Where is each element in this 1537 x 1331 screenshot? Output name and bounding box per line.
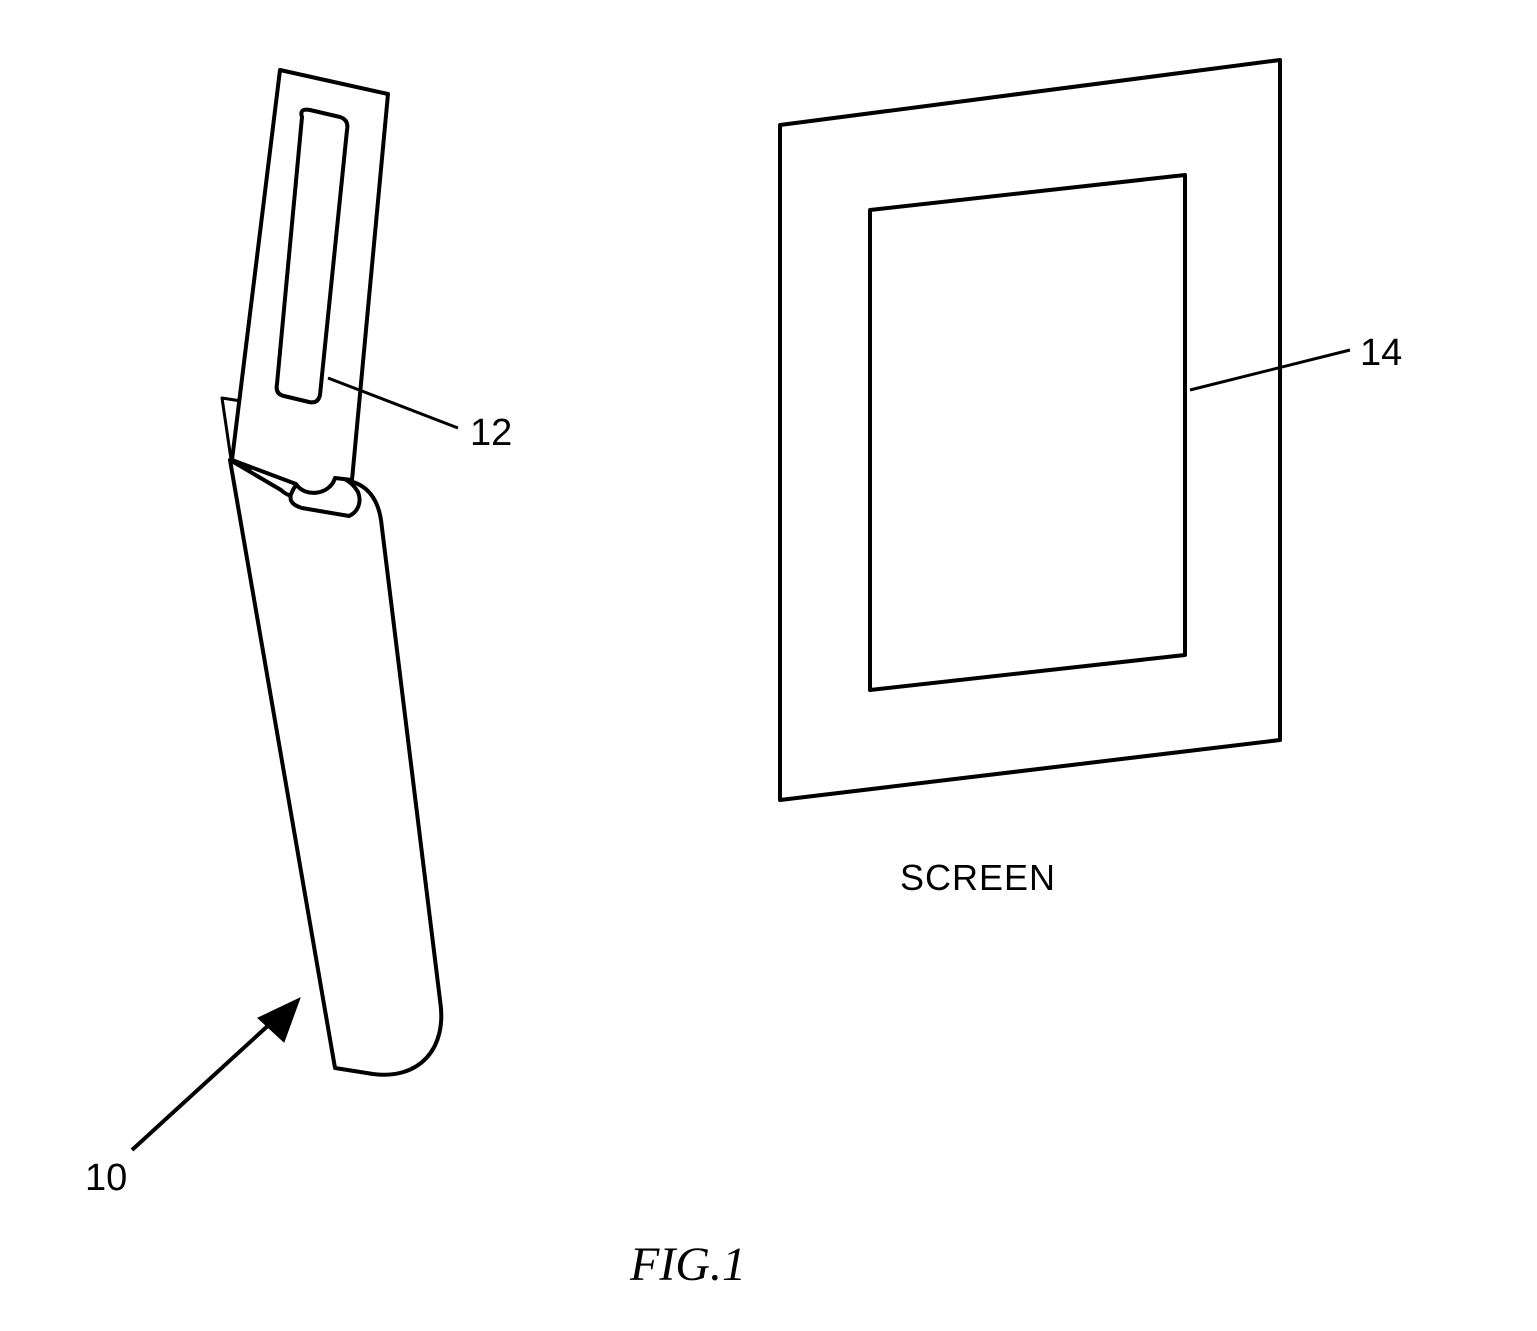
figure-title: FIG.1 bbox=[629, 1238, 746, 1291]
phone-ref-arrow-shaft bbox=[132, 1022, 272, 1150]
phone-body bbox=[230, 460, 441, 1075]
screen-leader-line bbox=[1190, 350, 1350, 390]
screen-label: SCREEN bbox=[900, 857, 1056, 898]
phone-group: 12 10 bbox=[85, 70, 512, 1199]
phone-flip-top bbox=[232, 70, 388, 493]
phone-ref-arrow-head bbox=[258, 998, 300, 1042]
phone-display-ref-number: 12 bbox=[470, 412, 512, 454]
screen-outer-frame bbox=[780, 60, 1280, 800]
screen-group: 14 SCREEN bbox=[780, 60, 1402, 898]
phone-ref-number: 10 bbox=[85, 1157, 127, 1199]
screen-inner-area bbox=[870, 175, 1185, 690]
screen-ref-number: 14 bbox=[1360, 332, 1402, 374]
figure-1-diagram: 14 SCREEN 12 10 FIG.1 bbox=[0, 0, 1537, 1331]
